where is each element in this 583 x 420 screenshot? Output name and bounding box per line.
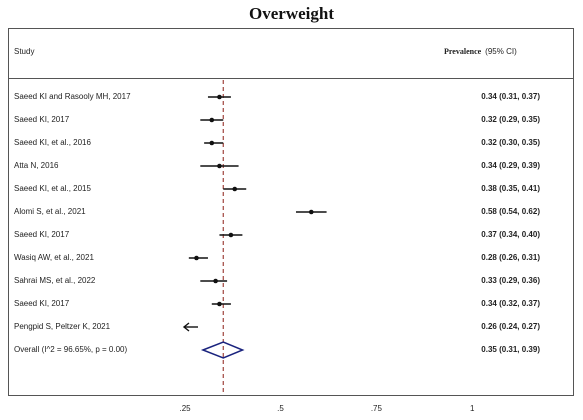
study-name: Wasiq AW, et al., 2021 <box>14 253 94 262</box>
header-divider <box>8 78 574 79</box>
study-name: Saeed KI, et al., 2016 <box>14 138 91 147</box>
study-name: Saeed KI and Rasooly MH, 2017 <box>14 92 131 101</box>
point-estimate <box>232 186 238 192</box>
x-tick-label: .25 <box>179 404 191 413</box>
study-estimate: 0.37 (0.34, 0.40) <box>481 230 540 239</box>
overall-diamond <box>200 341 245 359</box>
study-estimate: 0.26 (0.24, 0.27) <box>481 322 540 331</box>
x-tick-label: 1 <box>470 404 475 413</box>
overall-estimate: 0.35 (0.31, 0.39) <box>481 345 540 354</box>
point-estimate <box>194 255 199 261</box>
study-estimate: 0.32 (0.30, 0.35) <box>481 138 540 147</box>
overall-label: Overall (I^2 = 96.65%, p = 0.00) <box>14 345 128 354</box>
x-tick-label: .75 <box>370 404 382 413</box>
study-name: Saeed KI, 2017 <box>14 115 70 124</box>
point-estimate <box>217 301 222 307</box>
point-estimate <box>209 140 215 146</box>
point-estimate <box>217 94 222 100</box>
point-estimate <box>308 209 314 215</box>
study-estimate: 0.33 (0.29, 0.36) <box>481 276 540 285</box>
study-column-header: Study <box>14 47 35 56</box>
study-estimate: 0.58 (0.54, 0.62) <box>481 207 540 216</box>
study-estimate: 0.34 (0.32, 0.37) <box>481 299 540 308</box>
study-estimate: 0.28 (0.26, 0.31) <box>481 253 540 262</box>
chart-title: Overweight <box>249 4 334 23</box>
study-name: Alomi S, et al., 2021 <box>14 207 86 216</box>
x-tick-label: .5 <box>277 404 284 413</box>
study-estimate: 0.32 (0.29, 0.35) <box>481 115 540 124</box>
study-estimate: 0.34 (0.31, 0.37) <box>481 92 540 101</box>
study-estimate: 0.38 (0.35, 0.41) <box>481 184 540 193</box>
study-name: Atta N, 2016 <box>14 161 59 170</box>
study-name: Pengpid S, Peltzer K, 2021 <box>14 322 111 331</box>
point-estimate <box>228 232 234 238</box>
study-name: Saeed KI, 2017 <box>14 230 70 239</box>
plot-frame <box>8 28 574 396</box>
estimate-header-label: Prevalence <box>444 47 482 56</box>
estimate-column-header: Prevalence (95% CI) <box>444 47 517 56</box>
study-name: Sahrai MS, et al., 2022 <box>14 276 96 285</box>
study-name: Saeed KI, et al., 2015 <box>14 184 91 193</box>
point-estimate <box>217 163 222 169</box>
ci-header-label: (95% CI) <box>485 47 517 56</box>
point-estimate <box>209 117 215 123</box>
study-estimate: 0.34 (0.29, 0.39) <box>481 161 540 170</box>
point-estimate <box>213 278 218 284</box>
ci-clipped-arrow-head <box>182 322 190 332</box>
study-name: Saeed KI, 2017 <box>14 299 70 308</box>
